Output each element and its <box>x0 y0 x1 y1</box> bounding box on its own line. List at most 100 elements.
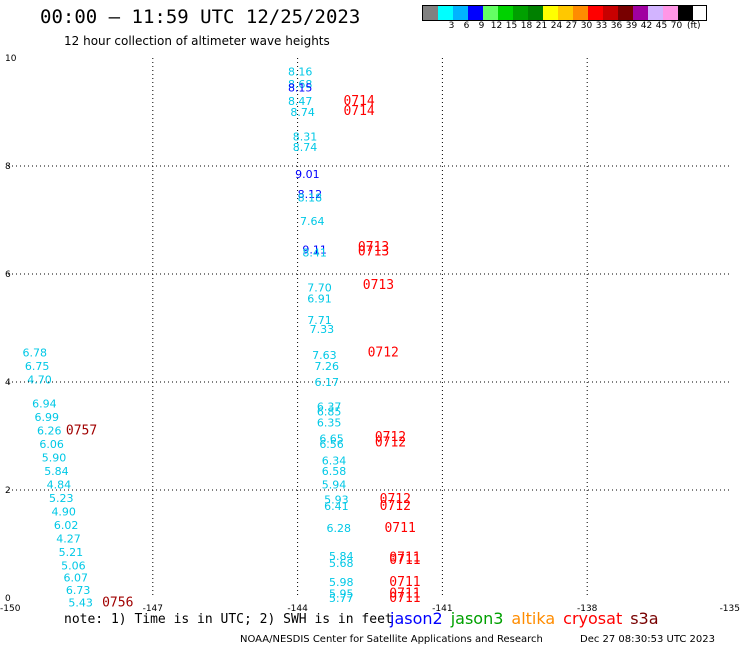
swh-label: 9.01 <box>295 168 320 181</box>
legend-ticks: 3 6 9 12 15 18 21 24 27 30 33 36 39 42 45 70 (ft) <box>429 21 707 31</box>
swh-label: 7.26 <box>314 360 339 373</box>
swh-label: 5.84 <box>329 550 354 563</box>
legend-swatch <box>618 6 633 20</box>
time-label: 0712 <box>380 492 411 507</box>
swh-label: 6.58 <box>322 465 347 478</box>
y-tick-label: 10 <box>5 54 17 64</box>
satellite-key: jason2 jason3 altika cryosat s3a <box>390 609 659 628</box>
swh-label: 6.37 <box>317 400 342 413</box>
legend-tick-label: 18 <box>520 21 533 31</box>
swh-label: 7.71 <box>307 314 332 327</box>
legend-swatch <box>573 6 588 20</box>
swh-label: 5.93 <box>324 494 349 507</box>
swh-label: 8.41 <box>302 246 327 259</box>
swh-label: 6.35 <box>317 417 342 430</box>
swh-label: 7.70 <box>307 282 332 295</box>
color-legend: 3 6 9 12 15 18 21 24 27 30 33 36 39 42 45 70 (ft) <box>422 5 707 31</box>
swh-label: 8.74 <box>293 141 318 154</box>
satellite-name: altika <box>511 609 556 628</box>
swh-label: 6.06 <box>39 438 64 451</box>
swh-label: 6.34 <box>322 454 347 467</box>
satellite-name: s3a <box>630 609 659 628</box>
time-label: 0712 <box>375 430 406 445</box>
time-label: 0711 <box>384 521 415 536</box>
swh-label: 6.56 <box>319 438 344 451</box>
swh-label: 5.06 <box>61 560 86 573</box>
legend-tick-label: 9 <box>478 21 485 31</box>
y-tick-label: 8 <box>5 162 11 172</box>
time-label: 0711 <box>389 551 420 566</box>
swh-label: 5.77 <box>329 592 354 605</box>
swh-label: 6.85 <box>317 406 342 419</box>
x-tick-label: -144 <box>287 604 308 614</box>
legend-swatch <box>438 6 453 20</box>
swh-label: 8.15 <box>288 82 313 95</box>
legend-swatch <box>453 6 468 20</box>
time-label: 0711 <box>389 553 420 568</box>
footer-timestamp: Dec 27 08:30:53 UTC 2023 <box>580 634 715 645</box>
y-tick-label: 4 <box>5 378 11 388</box>
legend-tick-label: 33 <box>595 21 608 31</box>
legend-swatch <box>543 6 558 20</box>
time-label: 0712 <box>368 345 399 360</box>
swh-label: 7.64 <box>300 215 325 228</box>
swh-label: 5.98 <box>329 576 354 589</box>
footer-note: note: 1) Time is in UTC; 2) SWH is in fe… <box>64 612 393 627</box>
legend-tick-label: 36 <box>610 21 623 31</box>
swh-label: 6.07 <box>64 571 89 584</box>
x-tick-label: -141 <box>432 604 452 614</box>
swh-label: 4.84 <box>47 479 72 492</box>
y-tick-label: 6 <box>5 270 11 280</box>
time-labels: 0714071407130713071307120712071207120712… <box>66 94 421 610</box>
time-label: 0713 <box>363 278 394 293</box>
swh-label: 4.27 <box>56 533 80 546</box>
swh-label: 8.68 <box>288 78 313 91</box>
legend-swatch <box>468 6 483 20</box>
swh-label: 5.21 <box>59 546 84 559</box>
swh-label: 7.33 <box>310 323 335 336</box>
legend-swatches <box>422 5 707 21</box>
legend-swatch <box>588 6 603 20</box>
legend-swatch <box>603 6 618 20</box>
legend-tick-label: 27 <box>565 21 578 31</box>
legend-swatch <box>483 6 498 20</box>
swh-label: 4.70 <box>27 373 52 386</box>
satellite-name: jason2 <box>390 609 443 628</box>
swh-label: 6.28 <box>327 522 352 535</box>
time-label: 0756 <box>102 595 133 610</box>
legend-tick-label: 39 <box>625 21 638 31</box>
time-label: 0714 <box>343 94 374 109</box>
axis-labels: -150 -147 -144 -141 -138 -135 0 2 4 6 8 10 <box>0 54 740 614</box>
legend-swatch <box>678 6 693 20</box>
legend-tick-label: 6 <box>463 21 470 31</box>
swh-label: 6.73 <box>66 584 91 597</box>
swh-label: 8.31 <box>293 130 318 143</box>
swh-label: 6.26 <box>37 425 62 438</box>
chart-title: 00:00 – 11:59 UTC 12/25/2023 <box>40 6 361 28</box>
swh-label: 9.11 <box>302 244 327 257</box>
legend-tick-label: 30 <box>580 21 593 31</box>
y-tick-label: 2 <box>5 486 11 496</box>
legend-tick-label: 70 <box>670 21 683 31</box>
legend-tick-label: 24 <box>550 21 563 31</box>
satellite-name: cryosat <box>563 609 623 628</box>
swh-label: 8.12 <box>298 188 323 201</box>
legend-swatch <box>498 6 513 20</box>
legend-swatch <box>423 6 438 20</box>
x-tick-label: -150 <box>0 604 21 614</box>
swh-label: 4.90 <box>51 506 76 519</box>
time-label: 0713 <box>358 244 389 259</box>
swh-label: 6.17 <box>314 376 339 389</box>
time-label: 0711 <box>389 575 420 590</box>
legend-swatch <box>513 6 528 20</box>
swh-label: 8.16 <box>288 66 313 79</box>
swh-label: 7.63 <box>312 349 337 362</box>
swh-label: 5.94 <box>322 479 347 492</box>
swh-label: 6.75 <box>25 360 50 373</box>
swh-label: 8.47 <box>288 95 313 108</box>
legend-tick-label: 42 <box>640 21 653 31</box>
swh-label: 5.23 <box>49 492 74 505</box>
legend-swatch <box>648 6 663 20</box>
swh-label: 5.95 <box>329 588 354 601</box>
legend-tick-label: 21 <box>535 21 548 31</box>
